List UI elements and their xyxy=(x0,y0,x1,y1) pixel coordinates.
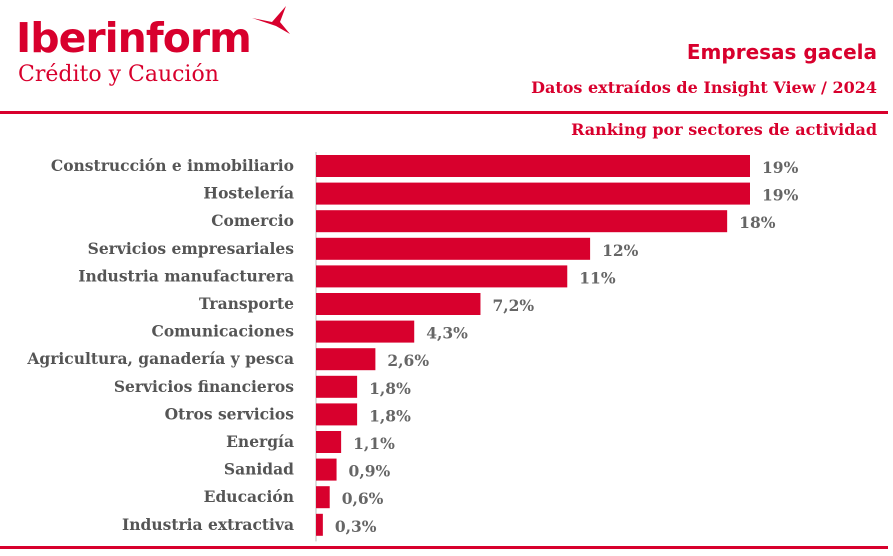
bar xyxy=(316,513,323,536)
category-label: Servicios financieros xyxy=(114,377,294,396)
category-label: Comunicaciones xyxy=(151,322,294,341)
value-label: 11% xyxy=(579,268,616,287)
category-label: Transporte xyxy=(199,294,294,313)
category-label: Otros servicios xyxy=(165,404,295,423)
category-label: Agricultura, ganadería y pesca xyxy=(26,349,294,368)
value-label: 18% xyxy=(739,213,776,232)
bar xyxy=(316,403,358,426)
footer-divider xyxy=(0,546,888,549)
page-subtitle: Datos extraídos de Insight View / 2024 xyxy=(531,78,877,97)
bar xyxy=(316,182,750,205)
category-label: Hostelería xyxy=(203,184,294,203)
bar xyxy=(316,486,330,509)
bar xyxy=(316,458,337,481)
category-label: Servicios empresariales xyxy=(88,239,295,258)
brand-logo: Iberinform Crédito y Caución xyxy=(16,14,252,88)
brand-subtitle: Crédito y Caución xyxy=(18,62,219,87)
category-label: Energía xyxy=(226,432,294,451)
value-label: 0,3% xyxy=(335,517,377,536)
category-label: Industria manufacturera xyxy=(78,266,294,285)
value-label: 1,8% xyxy=(369,379,411,398)
bar xyxy=(316,320,415,343)
category-label: Educación xyxy=(204,487,294,506)
bar xyxy=(316,237,591,260)
category-label: Sanidad xyxy=(224,460,294,479)
bar xyxy=(316,348,376,371)
value-label: 1,1% xyxy=(353,434,395,453)
value-label: 4,3% xyxy=(426,324,468,343)
bar xyxy=(316,155,750,177)
bar xyxy=(316,265,568,288)
bar xyxy=(316,431,342,453)
value-label: 19% xyxy=(762,158,799,177)
bar xyxy=(316,210,728,233)
bar xyxy=(316,375,358,398)
value-label: 1,8% xyxy=(369,406,411,425)
page-title: Empresas gacela xyxy=(686,40,877,64)
brand-name: Iberinform xyxy=(16,14,252,62)
brand-bird-icon xyxy=(252,6,290,34)
category-label: Comercio xyxy=(211,211,294,230)
value-label: 0,9% xyxy=(349,462,391,481)
bar xyxy=(316,293,481,315)
chart-heading: Ranking por sectores de actividad xyxy=(571,120,877,139)
category-label: Construcción e inmobiliario xyxy=(51,156,294,175)
value-label: 19% xyxy=(762,186,799,205)
header-divider xyxy=(0,111,888,114)
category-label: Industria extractiva xyxy=(122,515,294,534)
value-label: 0,6% xyxy=(342,489,384,508)
value-label: 12% xyxy=(602,241,639,260)
value-label: 2,6% xyxy=(387,351,429,370)
value-label: 7,2% xyxy=(492,296,534,315)
bar-chart: Construcción e inmobiliario 19% Hostelería… xyxy=(26,152,799,542)
